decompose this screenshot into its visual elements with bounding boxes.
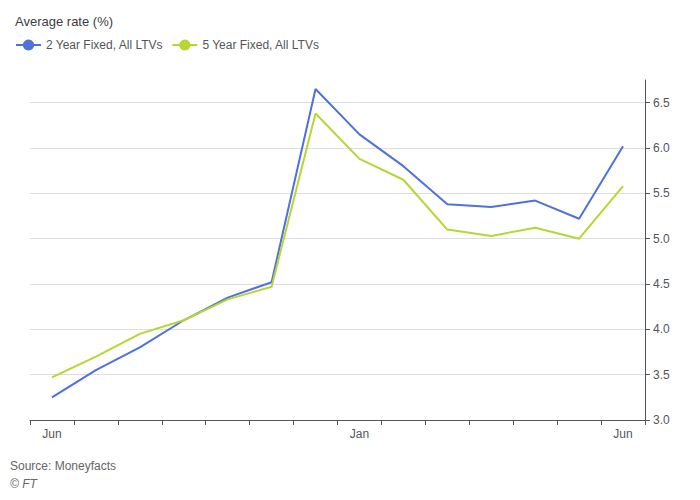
- svg-text:6.5: 6.5: [653, 96, 670, 110]
- svg-text:5.5: 5.5: [653, 186, 670, 200]
- svg-text:2 Year Fixed, All LTVs: 2 Year Fixed, All LTVs: [46, 38, 163, 52]
- svg-text:Jun: Jun: [42, 427, 61, 441]
- svg-text:5.0: 5.0: [653, 232, 670, 246]
- svg-text:3.0: 3.0: [653, 413, 670, 427]
- svg-text:Source: Moneyfacts: Source: Moneyfacts: [10, 459, 116, 473]
- svg-text:4.0: 4.0: [653, 322, 670, 336]
- svg-text:© FT: © FT: [10, 477, 39, 491]
- svg-text:Jun: Jun: [613, 427, 632, 441]
- svg-text:6.0: 6.0: [653, 141, 670, 155]
- svg-text:3.5: 3.5: [653, 368, 670, 382]
- svg-text:5 Year Fixed, All LTVs: 5 Year Fixed, All LTVs: [202, 38, 319, 52]
- svg-text:Jan: Jan: [350, 427, 369, 441]
- svg-text:4.5: 4.5: [653, 277, 670, 291]
- svg-text:Average rate (%): Average rate (%): [15, 14, 113, 29]
